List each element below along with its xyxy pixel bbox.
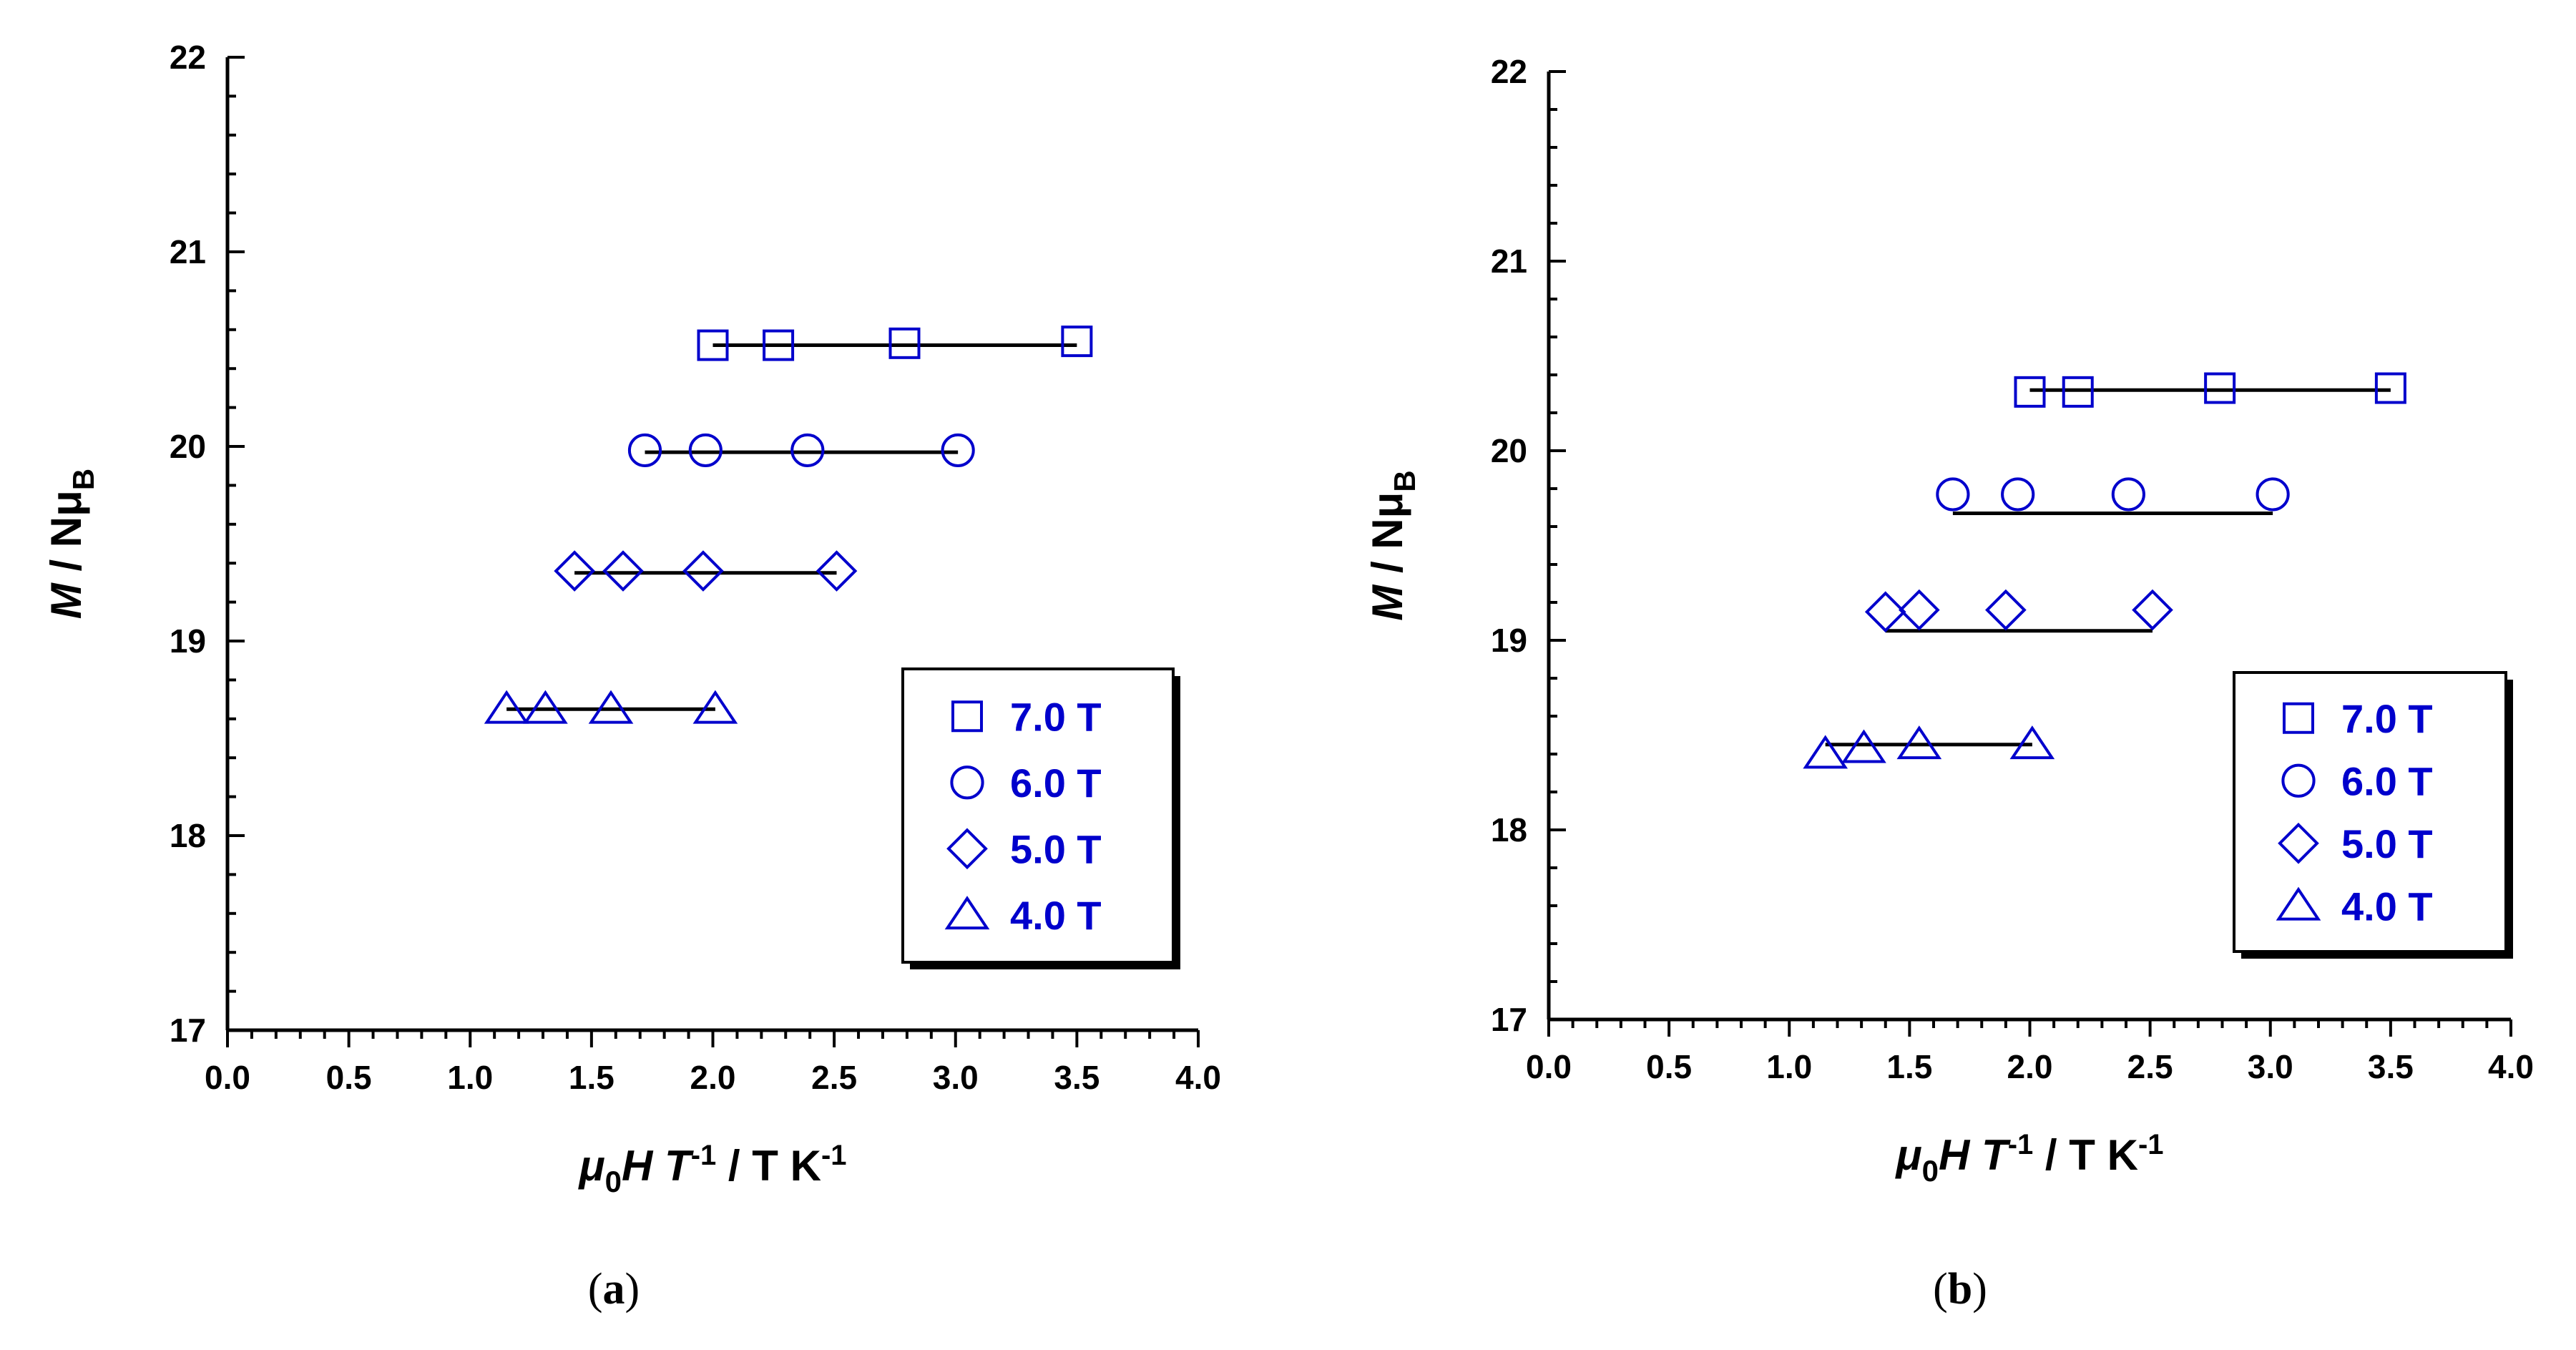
x-tick-label: 2.0	[2007, 1048, 2053, 1085]
legend-marker-square	[951, 700, 983, 733]
data-point-square	[697, 329, 729, 361]
legend-label: 5.0 T	[2341, 821, 2433, 866]
data-point-circle	[2111, 477, 2145, 512]
data-point-diamond	[602, 550, 644, 592]
x-tick-label: 4.0	[1175, 1059, 1221, 1096]
legend-marker-diamond	[2278, 822, 2319, 864]
x-tick-label: 2.5	[2127, 1048, 2173, 1085]
data-point-diamond	[682, 550, 724, 592]
data-point-triangle	[2009, 725, 2055, 760]
legend-marker-diamond	[946, 828, 988, 870]
data-point-triangle	[692, 690, 738, 724]
legend-label: 7.0 T	[2341, 696, 2433, 741]
y-tick-label: 21	[170, 233, 206, 270]
y-tick-label: 22	[170, 39, 206, 76]
y-tick-label: 20	[1491, 432, 1527, 469]
data-point-circle	[941, 433, 975, 468]
chart-panel-a: 0.0 0.5 1.0 1.5 2.0 2.5 3.0 3.5 4.0 17 18 19 20 21 22 μ…	[42, 39, 1221, 1314]
y-tick-label: 21	[1491, 243, 1527, 280]
x-axis-title: μ0H T-1 / T K-1	[577, 1140, 846, 1198]
x-tick-label: 0.5	[326, 1059, 372, 1096]
x-tick-label: 1.5	[1886, 1048, 1932, 1085]
data-point-diamond	[1985, 589, 2027, 631]
x-tick-label: 3.0	[2248, 1048, 2293, 1085]
data-point-diamond	[2132, 589, 2173, 631]
panel-label: (b)	[1933, 1265, 1987, 1314]
legend-box	[2233, 671, 2507, 953]
y-tick-label: 19	[1491, 622, 1527, 659]
data-point-square	[2374, 372, 2406, 404]
data-point-circle	[2001, 477, 2035, 512]
x-tick-label: 0.0	[1526, 1048, 1572, 1085]
x-tick-label: 0.5	[1646, 1048, 1692, 1085]
chart-panel-b: 0.0 0.5 1.0 1.5 2.0 2.5 3.0 3.5 4.0 17 18 19 20 21 22 μ…	[1363, 53, 2534, 1314]
legend-label: 5.0 T	[1010, 826, 1102, 871]
legend-label: 7.0 T	[1010, 694, 1102, 739]
data-point-triangle	[1803, 735, 1848, 769]
data-point-triangle	[523, 690, 568, 724]
data-point-diamond	[816, 550, 858, 592]
data-point-diamond	[1898, 589, 1940, 631]
x-tick-label: 4.0	[2488, 1048, 2534, 1085]
y-axis-title: M / NμB	[1363, 470, 1421, 620]
data-point-square	[1061, 326, 1093, 358]
y-tick-label: 18	[1491, 811, 1527, 848]
data-point-triangle	[484, 690, 529, 724]
y-axis-title: M / NμB	[42, 469, 100, 619]
panel-label: (a)	[588, 1265, 640, 1314]
legend-box	[901, 667, 1175, 964]
data-point-diamond	[1864, 591, 1906, 633]
y-tick-label: 19	[170, 622, 206, 660]
data-point-circle	[688, 433, 723, 468]
data-point-triangle	[1896, 725, 1942, 760]
y-tick-label: 17	[1491, 1001, 1527, 1038]
data-point-circle	[2256, 477, 2290, 512]
data-point-triangle	[1841, 729, 1886, 763]
x-tick-label: 2.0	[690, 1059, 736, 1096]
x-tick-label: 1.5	[569, 1059, 614, 1096]
data-point-circle	[627, 433, 662, 468]
legend-marker-triangle	[944, 896, 990, 930]
data-point-square	[763, 329, 795, 361]
legend-marker-square	[2283, 702, 2314, 734]
x-tick-label: 2.5	[811, 1059, 857, 1096]
x-axis-title: μ0H T-1 / T K-1	[1894, 1129, 2163, 1188]
x-tick-label: 0.0	[205, 1059, 250, 1096]
legend-label: 4.0 T	[2341, 884, 2433, 929]
x-tick-label: 1.0	[447, 1059, 493, 1096]
data-point-triangle	[588, 690, 634, 724]
data-point-diamond	[554, 550, 595, 592]
x-tick-label: 3.5	[2368, 1048, 2414, 1085]
data-point-circle	[1936, 477, 1970, 512]
y-tick-label: 22	[1491, 53, 1527, 90]
y-tick-label: 17	[170, 1012, 206, 1049]
data-point-circle	[790, 433, 825, 468]
y-tick-label: 20	[170, 428, 206, 465]
legend-label: 6.0 T	[2341, 758, 2433, 803]
legend-marker-circle	[950, 766, 984, 800]
data-point-square	[2204, 372, 2236, 404]
x-tick-label: 3.0	[933, 1059, 979, 1096]
data-point-square	[2062, 376, 2094, 408]
y-tick-label: 18	[170, 817, 206, 854]
legend-marker-circle	[2281, 763, 2316, 798]
legend-label: 6.0 T	[1010, 760, 1102, 806]
x-tick-label: 1.0	[1766, 1048, 1812, 1085]
data-point-square	[888, 327, 921, 359]
legend-marker-triangle	[2276, 886, 2321, 921]
legend-label: 4.0 T	[1010, 893, 1102, 938]
data-point-square	[2014, 376, 2046, 408]
x-tick-label: 3.5	[1054, 1059, 1100, 1096]
